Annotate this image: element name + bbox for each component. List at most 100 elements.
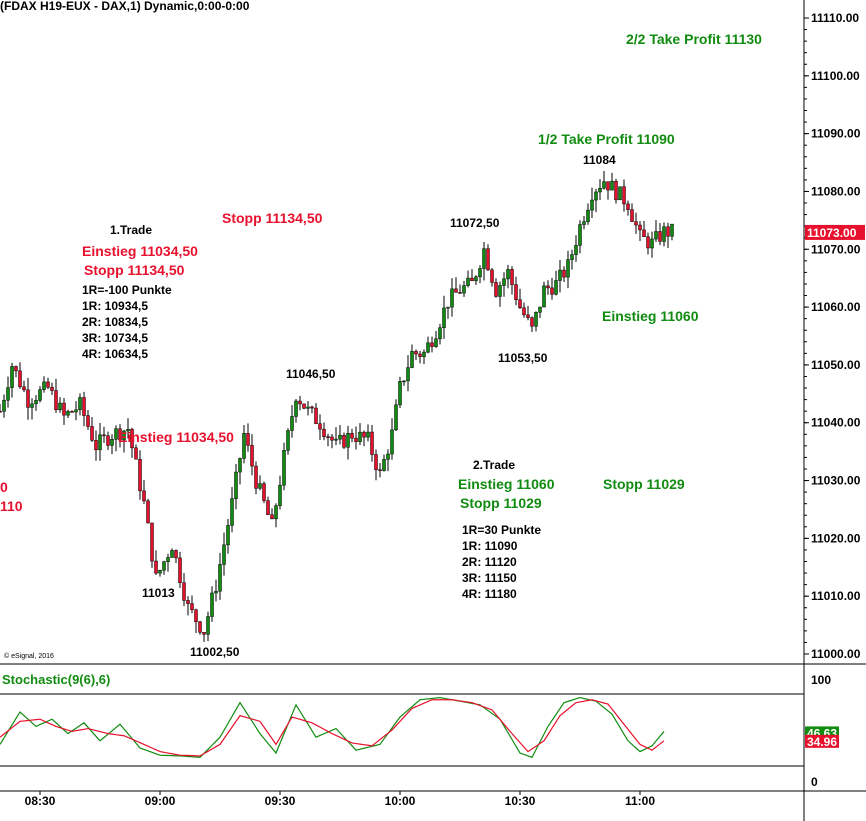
- candle-down: [362, 431, 366, 438]
- candle-up: [574, 245, 578, 255]
- candle-down: [154, 560, 158, 574]
- trade2-r1: 1R: 11090: [462, 539, 518, 553]
- candle-down: [626, 203, 630, 210]
- candle-down: [198, 621, 202, 633]
- candle-up: [506, 269, 510, 280]
- candle-down: [150, 522, 154, 562]
- price-tick-label: 11080.00: [811, 184, 861, 198]
- candle-down: [14, 366, 18, 372]
- candle-up: [434, 338, 438, 347]
- candle-up: [210, 592, 214, 617]
- candle-up: [78, 397, 82, 411]
- trade1-stop-level: Stopp 11134,50: [222, 210, 323, 226]
- candle-up: [214, 590, 218, 594]
- candles-layer: [0, 170, 674, 642]
- price-tick-label: 11060.00: [811, 300, 861, 314]
- low-11002-label: 11002,50: [190, 645, 240, 659]
- candle-up: [650, 238, 654, 249]
- candle-up: [406, 367, 410, 382]
- candle-down: [510, 269, 514, 285]
- candle-down: [142, 490, 146, 502]
- candle-up: [122, 430, 126, 441]
- candle-down: [174, 550, 178, 559]
- candle-down: [550, 287, 554, 295]
- candle-up: [170, 550, 174, 558]
- candle-down: [490, 269, 494, 283]
- time-tick-label: 10:00: [385, 794, 416, 808]
- candle-down: [118, 428, 122, 441]
- candle-up: [206, 616, 210, 635]
- candle-up: [338, 434, 342, 440]
- trade2-r2: 2R: 11120: [462, 555, 517, 569]
- left-cut-label-1: 0: [0, 479, 8, 495]
- price-tick-label: 11100.00: [811, 69, 860, 83]
- candle-down: [458, 292, 462, 294]
- candle-down: [266, 500, 270, 516]
- candle-down: [202, 632, 206, 635]
- price-tick-label: 11040.00: [811, 416, 861, 430]
- candle-down: [418, 353, 422, 357]
- candle-up: [258, 483, 262, 489]
- candle-down: [342, 434, 346, 448]
- candle-up: [398, 381, 402, 406]
- low-11053-label: 11053,50: [498, 351, 548, 365]
- trade2-r3: 3R: 11150: [462, 571, 517, 585]
- candle-up: [126, 429, 130, 432]
- candle-down: [182, 582, 186, 601]
- trade2-r4: 4R: 11180: [462, 587, 517, 601]
- time-tick-label: 10:30: [505, 794, 536, 808]
- candle-up: [586, 209, 590, 222]
- candle-up: [386, 453, 390, 460]
- candle-up: [474, 276, 478, 282]
- stoch-k-line: [0, 696, 665, 759]
- stoch-d-badge: [805, 734, 839, 748]
- candle-down: [302, 403, 306, 409]
- candle-down: [630, 209, 634, 222]
- candle-up: [466, 277, 470, 286]
- candle-up: [158, 570, 162, 574]
- candle-up: [334, 438, 338, 441]
- candle-down: [374, 454, 378, 470]
- candle-down: [606, 181, 610, 191]
- candle-up: [286, 430, 290, 451]
- candle-down: [658, 231, 662, 242]
- price-tick-label: 11110.00: [811, 11, 859, 25]
- time-tick-label: 09:00: [145, 794, 176, 808]
- candle-down: [22, 386, 26, 391]
- candle-down: [486, 248, 490, 271]
- candle-up: [290, 416, 294, 431]
- candle-down: [298, 400, 302, 405]
- stochastic-layer: [0, 693, 804, 767]
- candle-up: [282, 450, 286, 486]
- candle-up: [390, 429, 394, 455]
- candle-up: [570, 254, 574, 260]
- candle-down: [430, 342, 434, 347]
- candle-up: [278, 484, 282, 506]
- candle-down: [562, 269, 566, 278]
- trade1-r3: 3R: 10734,5: [82, 331, 149, 345]
- candle-down: [614, 180, 618, 201]
- candle-down: [270, 514, 274, 520]
- candle-up: [74, 409, 78, 413]
- trade2-stop-level: Stopp 11029: [603, 476, 685, 492]
- candle-up: [462, 285, 466, 294]
- stoch-tick-label: 0: [811, 775, 818, 789]
- candle-down: [546, 285, 550, 289]
- candle-up: [230, 498, 234, 526]
- trade2-entry-level: Einstieg 11060: [602, 308, 699, 324]
- candle-down: [518, 299, 522, 309]
- candle-up: [58, 402, 62, 411]
- candle-up: [226, 525, 230, 546]
- candle-up: [542, 285, 546, 308]
- candle-down: [326, 436, 330, 438]
- candle-up: [422, 351, 426, 357]
- candle-up: [34, 400, 38, 405]
- candle-down: [330, 436, 334, 441]
- candle-down: [190, 603, 194, 611]
- low-11013-label: 11013: [142, 586, 175, 600]
- candle-up: [538, 306, 542, 313]
- candle-down: [638, 224, 642, 231]
- candle-up: [242, 433, 246, 459]
- candle-up: [598, 188, 602, 193]
